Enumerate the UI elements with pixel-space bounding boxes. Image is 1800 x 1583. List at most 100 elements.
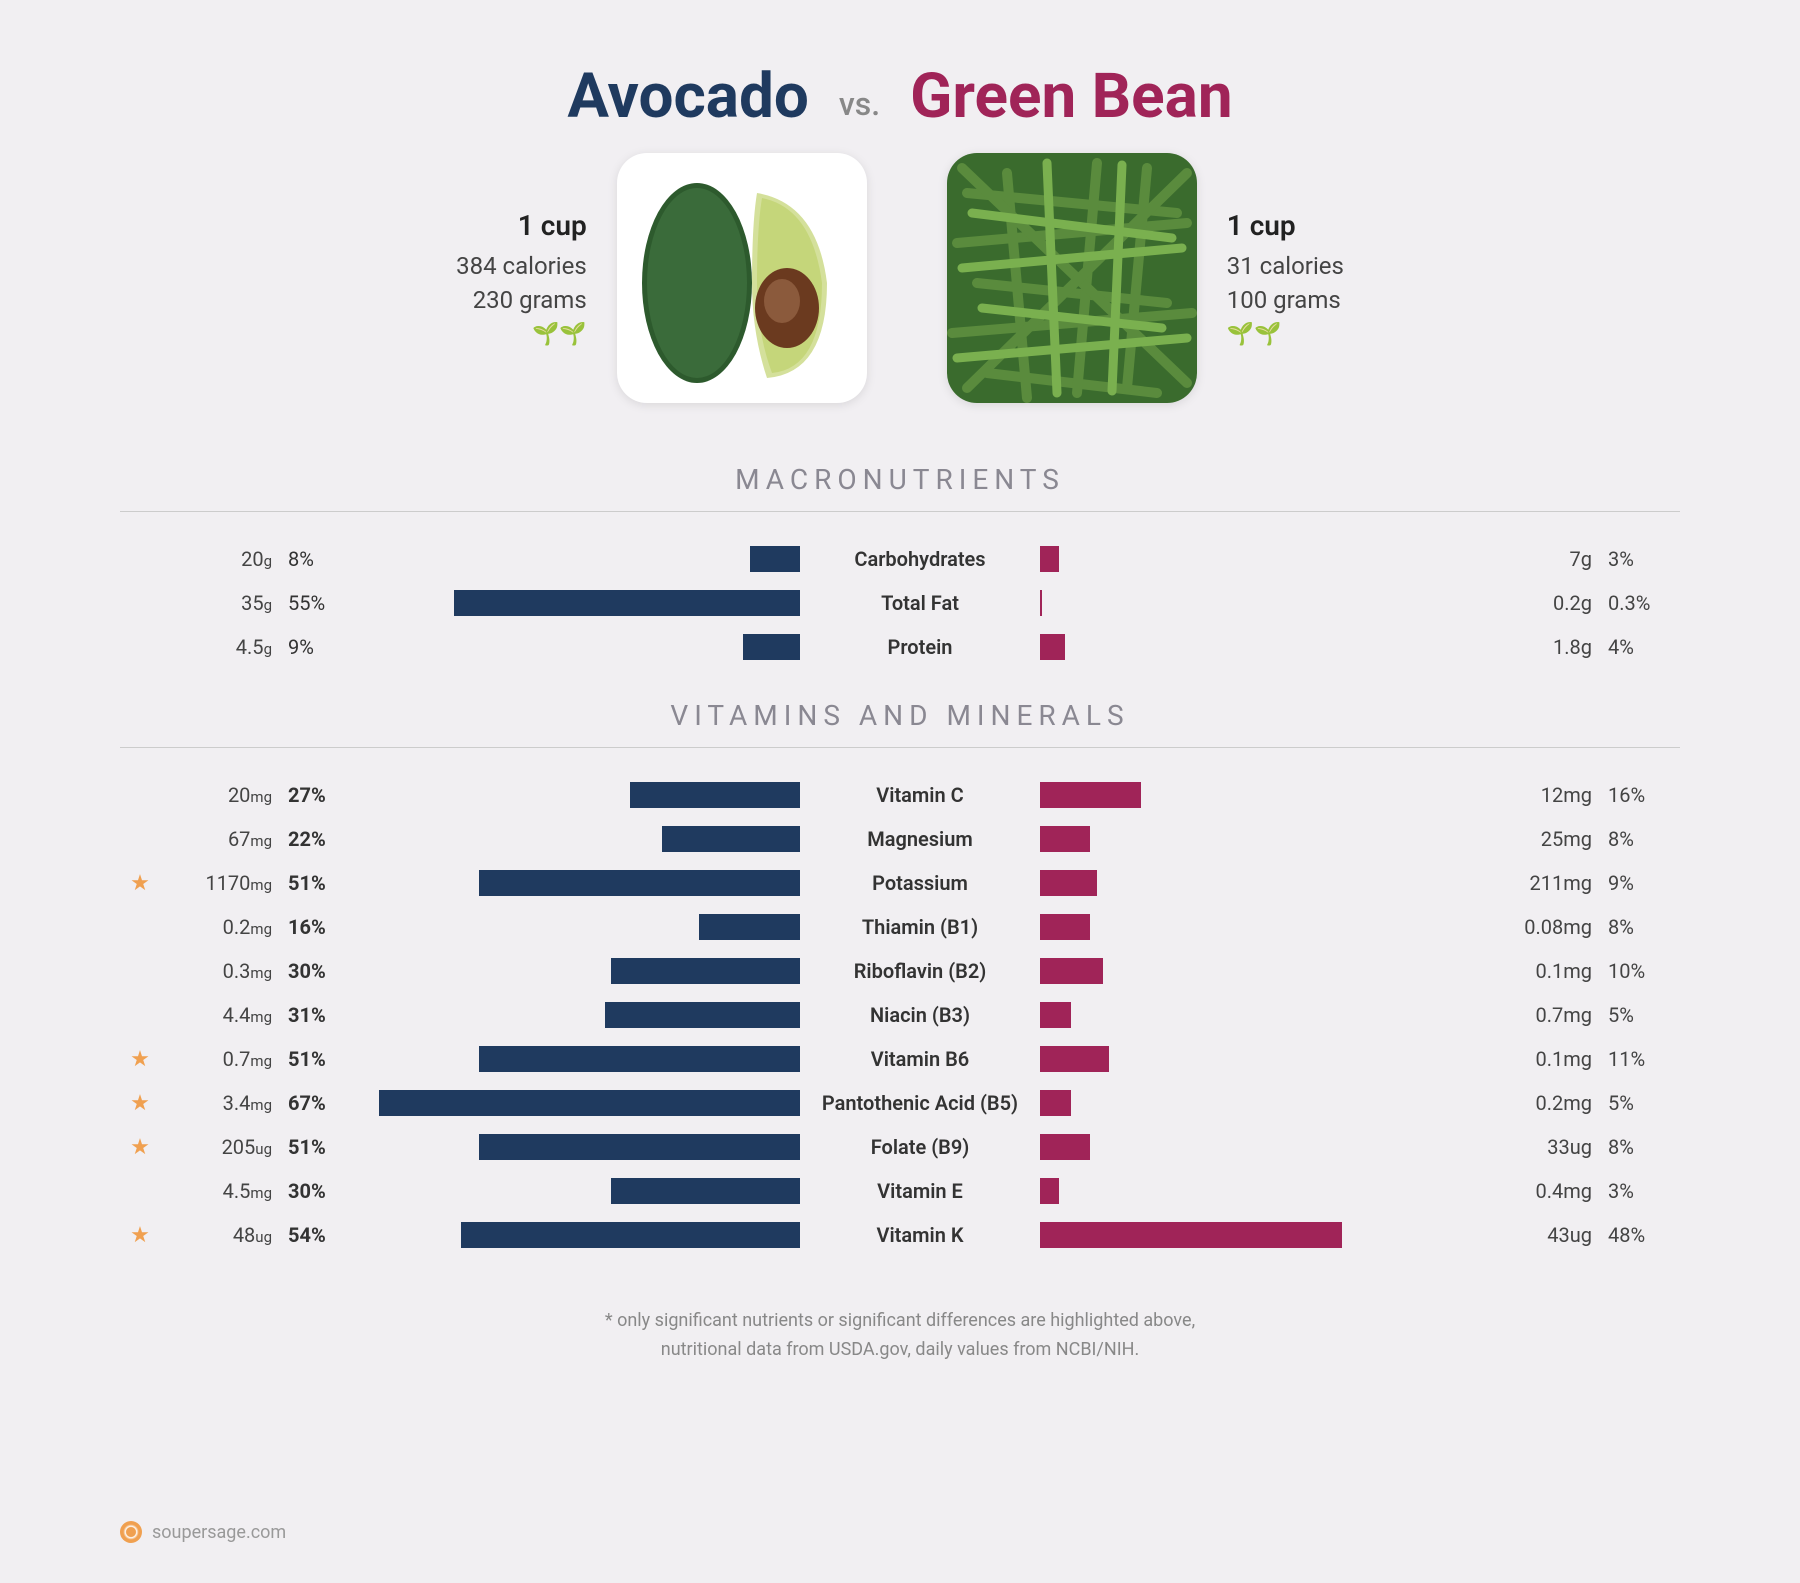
left-bar [360, 914, 800, 940]
nutrient-row: ★1170mg51%Potassium211mg9% [120, 861, 1680, 905]
nutrient-row: 35g55%Total Fat0.2g0.3% [120, 581, 1680, 625]
left-food-title: Avocado [567, 60, 808, 133]
right-bar [1040, 782, 1480, 808]
macro-divider [120, 511, 1680, 512]
left-pct: 51% [280, 871, 360, 895]
left-pct: 51% [280, 1135, 360, 1159]
left-value: 4.5g [160, 635, 280, 659]
header-row: Avocado vs. Green Bean [120, 60, 1680, 133]
vitamins-section-title: VITAMINS AND MINERALS [120, 699, 1680, 732]
nutrient-row: 20mg27%Vitamin C12mg16% [120, 773, 1680, 817]
disclaimer-line2: nutritional data from USDA.gov, daily va… [120, 1336, 1680, 1365]
nutrient-label: Potassium [800, 871, 1040, 895]
left-grams: 230 grams [456, 286, 587, 314]
right-value: 12mg [1480, 783, 1600, 807]
left-pct: 67% [280, 1091, 360, 1115]
left-summary-text: 1 cup 384 calories 230 grams 🌱🌱 [456, 209, 587, 347]
right-pct: 10% [1600, 959, 1680, 983]
nutrient-label: Carbohydrates [800, 547, 1040, 571]
right-bar [1040, 958, 1480, 984]
star-icon: ★ [120, 1047, 160, 1072]
right-value: 1.8g [1480, 635, 1600, 659]
macro-section-title: MACRONUTRIENTS [120, 463, 1680, 496]
left-serving: 1 cup [456, 209, 587, 242]
right-bar [1040, 546, 1480, 572]
macro-rows: 20g8%Carbohydrates7g3%35g55%Total Fat0.2… [120, 537, 1680, 669]
right-value: 0.4mg [1480, 1179, 1600, 1203]
footer-site: soupersage.com [152, 1522, 286, 1543]
avocado-image [617, 153, 867, 403]
nutrient-label: Protein [800, 635, 1040, 659]
left-pct: 16% [280, 915, 360, 939]
nutrient-label: Niacin (B3) [800, 1003, 1040, 1027]
nutrient-label: Vitamin E [800, 1179, 1040, 1203]
footer-logo-icon [120, 1521, 142, 1543]
nutrient-label: Pantothenic Acid (B5) [800, 1091, 1040, 1115]
right-bar [1040, 914, 1480, 940]
left-pct: 22% [280, 827, 360, 851]
vitamin-rows: 20mg27%Vitamin C12mg16% 67mg22% Magnesium 2… [120, 773, 1680, 1257]
left-leaves-icon: 🌱🌱 [456, 322, 587, 347]
right-bar [1040, 1002, 1480, 1028]
right-pct: 5% [1600, 1091, 1680, 1115]
left-bar [360, 826, 800, 852]
left-pct: 55% [280, 591, 360, 615]
right-bar [1040, 1090, 1480, 1116]
left-bar [360, 958, 800, 984]
nutrient-label: Total Fat [800, 591, 1040, 615]
nutrient-row: 0.2mg16% Thiamin (B1) 0.08mg8% [120, 905, 1680, 949]
nutrient-label: Magnesium [800, 827, 1040, 851]
left-bar [360, 1134, 800, 1160]
nutrient-row: ★205ug51%Folate (B9)33ug8% [120, 1125, 1680, 1169]
left-bar [360, 1046, 800, 1072]
right-bar [1040, 870, 1480, 896]
nutrient-label: Thiamin (B1) [800, 915, 1040, 939]
right-bar [1040, 634, 1480, 660]
left-value: 1170mg [160, 871, 280, 895]
left-bar [360, 1002, 800, 1028]
right-bar [1040, 1178, 1480, 1204]
nutrient-row: ★48ug54%Vitamin K43ug48% [120, 1213, 1680, 1257]
right-pct: 4% [1600, 635, 1680, 659]
left-value: 3.4mg [160, 1091, 280, 1115]
left-bar [360, 590, 800, 616]
nutrient-row: 0.3mg30%Riboflavin (B2)0.1mg10% [120, 949, 1680, 993]
nutrient-row: ★3.4mg67%Pantothenic Acid (B5)0.2mg5% [120, 1081, 1680, 1125]
right-serving: 1 cup [1227, 209, 1344, 242]
left-value: 4.5mg [160, 1179, 280, 1203]
right-value: 0.2mg [1480, 1091, 1600, 1115]
nutrient-row: 4.5g9% Protein 1.8g4% [120, 625, 1680, 669]
left-pct: 30% [280, 959, 360, 983]
right-bar [1040, 590, 1480, 616]
left-value: 0.2mg [160, 915, 280, 939]
right-summary: 1 cup 31 calories 100 grams 🌱🌱 [947, 153, 1344, 403]
star-icon: ★ [120, 1223, 160, 1248]
left-value: 20mg [160, 783, 280, 807]
left-pct: 9% [280, 635, 360, 659]
right-value: 0.2g [1480, 591, 1600, 615]
nutrient-label: Vitamin K [800, 1223, 1040, 1247]
left-pct: 30% [280, 1179, 360, 1203]
left-value: 67mg [160, 827, 280, 851]
left-pct: 54% [280, 1223, 360, 1247]
right-food-title: Green Bean [910, 60, 1233, 133]
left-value: 20g [160, 547, 280, 571]
nutrient-row: 4.5mg30%Vitamin E0.4mg3% [120, 1169, 1680, 1213]
left-value: 0.3mg [160, 959, 280, 983]
left-bar [360, 782, 800, 808]
right-value: 33ug [1480, 1135, 1600, 1159]
right-value: 0.08mg [1480, 915, 1600, 939]
right-pct: 8% [1600, 827, 1680, 851]
right-pct: 8% [1600, 915, 1680, 939]
left-bar [360, 1090, 800, 1116]
right-pct: 0.3% [1600, 591, 1680, 615]
nutrient-row: 67mg22%Magnesium25mg8% [120, 817, 1680, 861]
disclaimer-line1: * only significant nutrients or signific… [120, 1307, 1680, 1336]
star-icon: ★ [120, 1135, 160, 1160]
right-pct: 8% [1600, 1135, 1680, 1159]
vitamins-divider [120, 747, 1680, 748]
right-value: 43ug [1480, 1223, 1600, 1247]
green-bean-image [947, 153, 1197, 403]
left-bar [360, 1178, 800, 1204]
left-value: 0.7mg [160, 1047, 280, 1071]
